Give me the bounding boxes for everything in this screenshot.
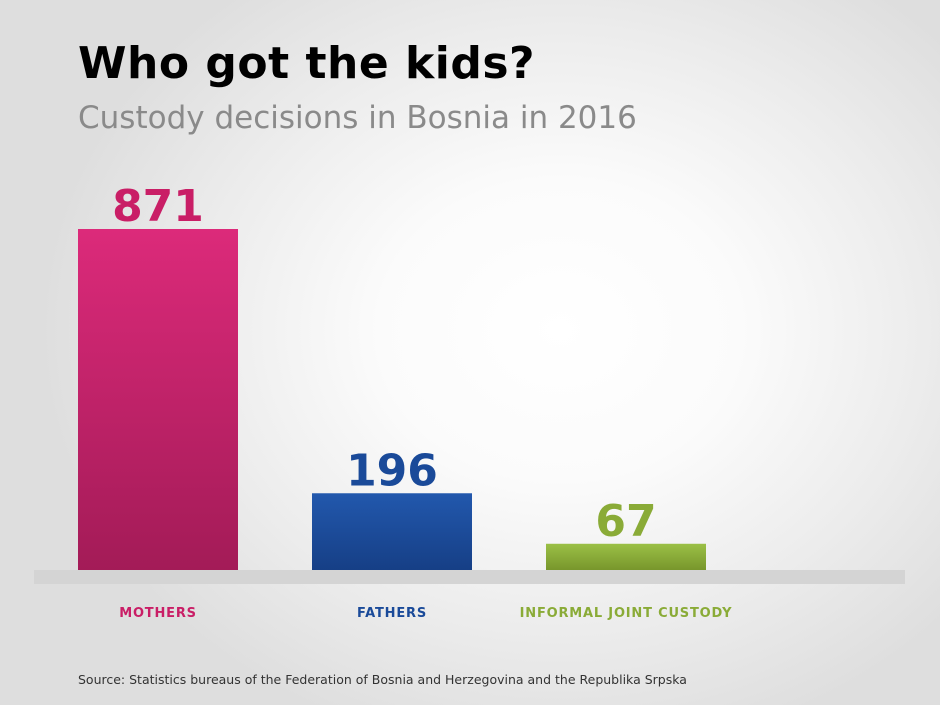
bar-fathers xyxy=(312,493,472,570)
bar-informal-joint-custody xyxy=(546,543,706,570)
value-label-fathers: 196 xyxy=(346,445,438,496)
bars-group xyxy=(78,229,706,570)
chart-title: Who got the kids? xyxy=(78,38,536,89)
category-label-mothers: MOTHERS xyxy=(119,606,197,621)
baseline-bar xyxy=(34,570,905,584)
source-note: Source: Statistics bureaus of the Federa… xyxy=(78,672,687,687)
labels-group: 871 MOTHERS 196 FATHERS 67 INFORMAL JOINT CUS… xyxy=(112,181,733,621)
value-label-mothers: 871 xyxy=(112,181,204,232)
chart-subtitle: Custody decisions in Bosnia in 2016 xyxy=(78,100,637,136)
category-label-fathers: FATHERS xyxy=(357,606,427,621)
bar-mothers xyxy=(78,229,238,570)
value-label-informal-joint-custody: 67 xyxy=(595,496,656,547)
category-label-informal-joint-custody: INFORMAL JOINT CUSTODY xyxy=(520,606,733,621)
